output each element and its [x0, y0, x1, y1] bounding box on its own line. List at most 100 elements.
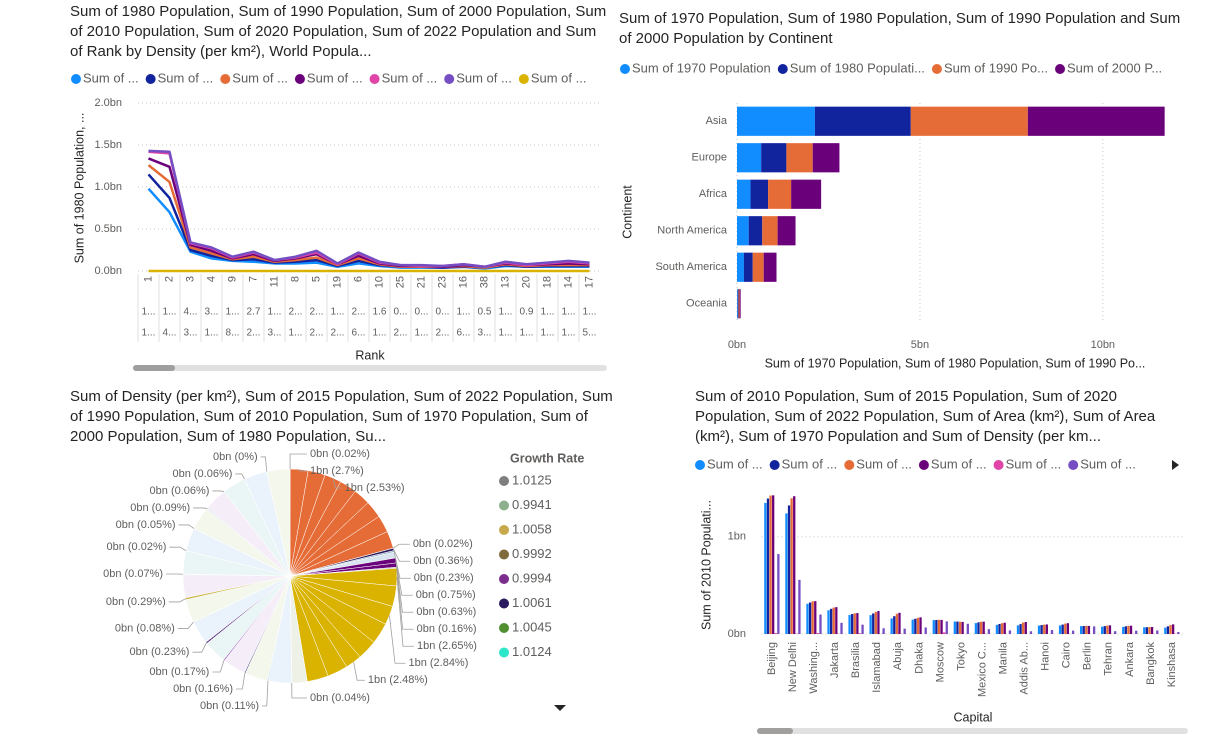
x-tick-label: 2 — [163, 276, 175, 282]
x-tick-label: New Delhi — [787, 642, 799, 692]
x-tick-sublabel: 1... — [499, 307, 513, 318]
y-tick-label: Europe — [692, 152, 727, 164]
chart-title: Sum of 2010 Population, Sum of 2015 Popu… — [695, 388, 1156, 445]
legend-label: Sum of ... — [931, 456, 987, 471]
x-tick-sublabel: 0... — [436, 307, 450, 318]
x-tick-label: 3 — [184, 276, 196, 282]
legend-marker — [918, 460, 929, 470]
bar — [1087, 625, 1091, 634]
bar — [872, 613, 875, 634]
bar — [1106, 625, 1109, 634]
legend-label: 1.0061 — [512, 595, 552, 610]
leader-line — [212, 660, 225, 673]
legend-label: 0.9992 — [512, 546, 552, 561]
chart-title: Sum of 1980 Population, Sum of 1990 Popu… — [70, 3, 607, 60]
data-label: 0bn (0.11%) — [200, 700, 259, 712]
legend-marker — [499, 647, 509, 658]
legend-label: Sum of 1970 Population — [632, 60, 771, 75]
bar — [750, 179, 769, 209]
x-tick-sublabel: 3... — [478, 328, 492, 339]
bar — [737, 289, 738, 319]
leader-line — [353, 661, 365, 681]
bar — [903, 628, 906, 634]
bar — [1024, 622, 1027, 634]
leader-line — [396, 567, 414, 630]
x-tick-sublabel: 1... — [457, 307, 471, 318]
bar — [1108, 625, 1112, 634]
x-tick-label: 9 — [226, 276, 238, 282]
bar — [790, 498, 793, 634]
scrollbar-thumb[interactable] — [133, 365, 175, 371]
x-tick-label: 23 — [436, 276, 448, 288]
bar — [1079, 626, 1083, 634]
leader-line — [393, 549, 411, 562]
x-tick-label: Cairo — [1061, 642, 1073, 668]
bar — [1127, 625, 1130, 634]
x-tick-sublabel: 1... — [562, 328, 576, 339]
bar — [835, 607, 838, 634]
y-tick-label: 0.5bn — [94, 223, 122, 235]
scrollbar-track — [133, 365, 607, 371]
legend-label: Sum of ... — [83, 70, 139, 85]
data-label: 0bn (0.75%) — [416, 589, 476, 601]
x-tick-label: Manila — [997, 641, 1009, 674]
leader-line — [291, 682, 307, 699]
x-tick-sublabel: 0.9 — [520, 307, 534, 318]
x-tick-sublabel: 1... — [541, 328, 555, 339]
legend-scroll-down[interactable] — [554, 705, 566, 711]
leader-line — [168, 598, 186, 603]
bar — [769, 495, 772, 634]
bar — [1027, 106, 1165, 136]
bar — [956, 621, 959, 634]
y-tick-label: 1.5bn — [94, 139, 122, 151]
x-tick-sublabel: 0.5 — [478, 307, 492, 318]
y-tick-label: 0bn — [728, 628, 746, 640]
legend-marker — [220, 74, 231, 84]
legend-label: Sum of ... — [456, 70, 512, 85]
bar — [840, 622, 843, 634]
bar — [869, 615, 872, 634]
bar — [816, 633, 820, 634]
scrollbar-thumb[interactable] — [757, 728, 793, 734]
chart-title: Sum of 1970 Population, Sum of 1980 Popu… — [619, 10, 1181, 47]
bar — [1124, 626, 1127, 634]
bar — [1000, 623, 1004, 634]
legend-scroll-right[interactable] — [1172, 460, 1179, 470]
legend-marker — [294, 74, 305, 84]
legend-marker — [499, 500, 509, 511]
bar — [763, 252, 777, 282]
bar — [1177, 632, 1180, 634]
legend-label: Sum of ... — [1006, 456, 1062, 471]
legend-marker — [844, 460, 855, 470]
x-tick-sublabel: 6... — [457, 328, 471, 339]
data-label: 0bn (0.02%) — [413, 538, 473, 550]
y-axis-title: Sum of 2010 Populati... — [699, 500, 713, 630]
legend-label: Sum of ... — [531, 70, 587, 85]
bar — [819, 614, 822, 634]
bar — [890, 618, 893, 634]
x-tick-label: Washing... — [808, 642, 820, 694]
x-tick-label: 6 — [352, 276, 364, 282]
x-tick-label: Brasilia — [850, 641, 862, 678]
data-label: 0bn (0.08%) — [115, 622, 175, 634]
bar — [766, 498, 770, 634]
leader-line — [396, 565, 414, 613]
bar — [914, 618, 917, 634]
bar — [853, 613, 856, 634]
x-tick-sublabel: 8... — [226, 328, 240, 339]
data-label: 0bn (0.06%) — [150, 485, 210, 497]
bar — [808, 602, 812, 634]
legend-label: Sum of ... — [1080, 456, 1136, 471]
data-label: 0bn (0.06%) — [172, 468, 232, 480]
bar — [1061, 624, 1064, 634]
data-label: 0bn (0.63%) — [416, 606, 476, 618]
x-tick-sublabel: 3... — [205, 307, 219, 318]
data-label: 0bn (0.36%) — [413, 555, 473, 567]
bar — [1085, 625, 1088, 634]
x-axis-title: Capital — [954, 710, 993, 724]
bar — [1058, 625, 1062, 634]
bar — [737, 289, 739, 319]
y-tick-label: South America — [655, 261, 727, 273]
bar — [1016, 625, 1020, 634]
